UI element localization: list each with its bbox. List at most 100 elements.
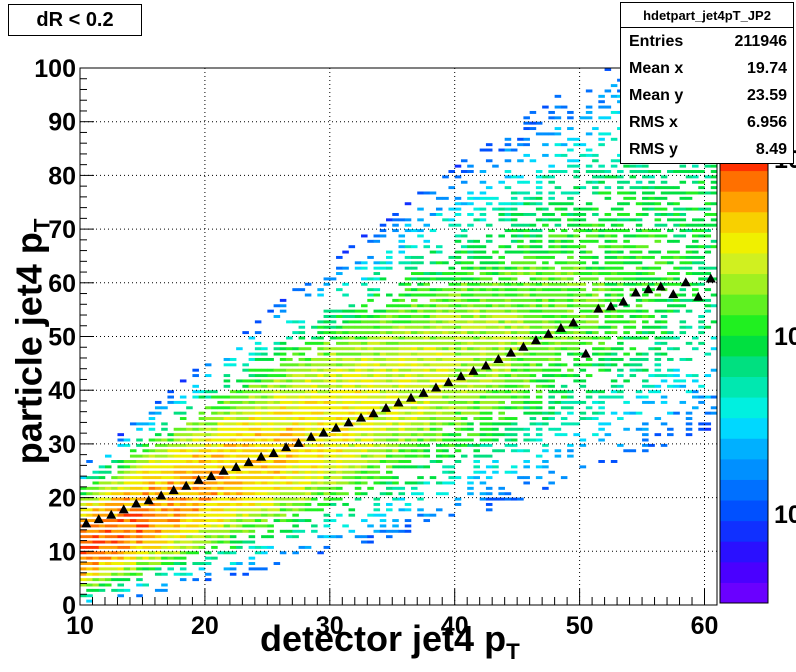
heatmap-cell: [617, 374, 624, 378]
heatmap-cell: [679, 223, 687, 227]
heatmap-cell: [192, 562, 199, 565]
heatmap-cell: [710, 170, 718, 173]
heatmap-cell: [435, 422, 443, 426]
heatmap-cell: [692, 180, 699, 184]
heatmap-cell: [242, 465, 249, 469]
heatmap-cell: [423, 347, 431, 351]
heatmap-cell: [610, 229, 618, 233]
heatmap-cell: [554, 309, 562, 313]
heatmap-cell: [617, 186, 624, 190]
heatmap-cell: [317, 535, 324, 539]
heatmap-cell: [535, 411, 543, 415]
heatmap-cell: [342, 454, 349, 458]
heatmap-cell: [286, 400, 293, 404]
heatmap-cell: [429, 325, 437, 329]
heatmap-cell: [361, 535, 368, 539]
heatmap-cell: [535, 186, 543, 190]
heatmap-cell: [167, 513, 174, 517]
heatmap-cell: [510, 427, 518, 431]
heatmap-cell: [435, 309, 443, 313]
heatmap-cell: [604, 309, 612, 313]
heatmap-cell: [642, 320, 649, 324]
heatmap-cell: [573, 159, 580, 163]
heatmap-cell: [254, 395, 262, 399]
heatmap-cell: [510, 223, 518, 227]
heatmap-cell: [660, 175, 668, 179]
heatmap-cell: [248, 486, 256, 490]
heatmap-cell: [173, 513, 181, 517]
heatmap-cell: [417, 352, 424, 356]
heatmap-cell: [642, 186, 649, 190]
heatmap-cell: [517, 202, 524, 206]
heatmap-cell: [460, 234, 468, 238]
heatmap-cell: [80, 519, 87, 523]
heatmap-cell: [423, 513, 431, 517]
heatmap-cell: [204, 374, 212, 378]
heatmap-cell: [542, 417, 549, 421]
heatmap-cell: [236, 454, 243, 458]
heatmap-cell: [211, 524, 218, 528]
heatmap-cell: [460, 454, 468, 458]
heatmap-cell: [429, 433, 437, 437]
heatmap-cell: [136, 540, 143, 544]
heatmap-cell: [142, 470, 149, 474]
heatmap-cell: [460, 159, 468, 163]
heatmap-cell: [648, 170, 655, 173]
heatmap-cell: [517, 400, 524, 404]
heatmap-cell: [129, 551, 137, 555]
heatmap-cell: [579, 363, 587, 367]
heatmap-cell: [198, 497, 206, 501]
heatmap-cell: [479, 207, 487, 211]
heatmap-cell: [623, 379, 630, 383]
heatmap-cell: [211, 395, 218, 399]
heatmap-cell: [423, 245, 431, 249]
heatmap-cell: [642, 164, 649, 168]
heatmap-cell: [460, 229, 468, 233]
heatmap-cell: [367, 417, 374, 421]
heatmap-cell: [317, 411, 324, 415]
heatmap-cell: [467, 298, 474, 302]
heatmap-cell: [510, 282, 518, 286]
heatmap-cell: [248, 379, 256, 383]
heatmap-cell: [304, 497, 312, 501]
heatmap-cell: [254, 379, 262, 383]
heatmap-cell: [386, 255, 393, 259]
heatmap-cell: [510, 325, 518, 329]
heatmap-cell: [417, 379, 424, 383]
heatmap-cell: [504, 341, 512, 345]
heatmap-cell: [323, 497, 331, 501]
heatmap-cell: [629, 191, 637, 195]
heatmap-cell: [404, 508, 412, 512]
heatmap-cell: [560, 433, 568, 437]
heatmap-cell: [204, 481, 212, 485]
heatmap-cell: [592, 363, 599, 367]
heatmap-cell: [435, 492, 443, 496]
heatmap-cell: [510, 336, 518, 340]
heatmap-cell: [492, 293, 499, 297]
heatmap-cell: [604, 272, 612, 276]
heatmap-cell: [629, 336, 637, 340]
heatmap-cell: [217, 465, 224, 469]
heatmap-cell: [623, 325, 630, 329]
heatmap-cell: [710, 223, 718, 227]
heatmap-cell: [86, 556, 93, 560]
heatmap-cell: [560, 417, 568, 421]
heatmap-cell: [598, 100, 605, 104]
heatmap-cell: [617, 341, 624, 345]
heatmap-cell: [667, 368, 674, 372]
heatmap-cell: [261, 486, 268, 490]
heatmap-cell: [629, 320, 637, 324]
heatmap-cell: [254, 331, 262, 335]
heatmap-cell: [86, 594, 93, 598]
heatmap-cell: [548, 384, 555, 388]
heatmap-cell: [579, 261, 587, 265]
heatmap-cell: [454, 347, 462, 351]
heatmap-cell: [92, 540, 100, 544]
heatmap-cell: [585, 250, 593, 254]
heatmap-cell: [204, 502, 212, 506]
heatmap-cell: [286, 422, 293, 426]
heatmap-cell: [348, 427, 356, 431]
heatmap-cell: [292, 400, 299, 404]
heatmap-cell: [392, 417, 399, 421]
heatmap-cell: [92, 470, 100, 474]
